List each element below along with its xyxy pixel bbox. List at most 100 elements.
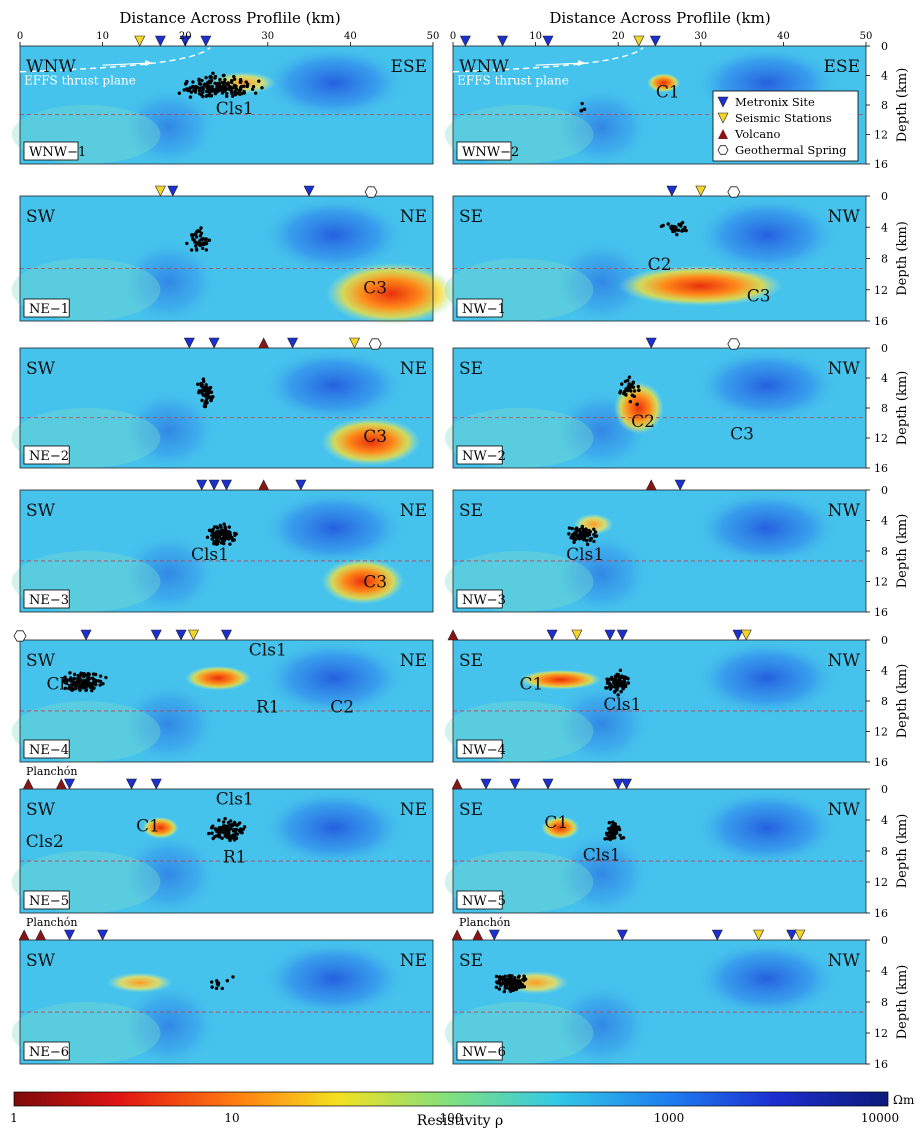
earthquake-hypocenter <box>510 978 515 983</box>
earthquake-hypocenter <box>188 95 193 99</box>
earthquake-hypocenter <box>242 89 246 94</box>
panel-NW-3: SE NW Cls1 NW−3 0 4 8 12 16 Depth (km) <box>444 479 910 619</box>
earthquake-hypocenter <box>675 232 679 237</box>
direction-right: NW <box>828 501 861 521</box>
legend-item-label: Volcano <box>734 127 781 141</box>
depth-tick-label: 8 <box>881 99 888 112</box>
earthquake-hypocenter <box>234 827 239 832</box>
earthquake-hypocenter <box>619 689 623 694</box>
earthquake-hypocenter <box>222 522 226 526</box>
earthquake-hypocenter <box>85 681 90 686</box>
earthquake-hypocenter <box>608 829 612 833</box>
earthquake-hypocenter <box>177 91 181 95</box>
earthquake-hypocenter <box>572 540 576 544</box>
earthquake-hypocenter <box>193 240 197 244</box>
legend-item-label: Geothermal Spring <box>735 143 847 157</box>
earthquake-hypocenter <box>572 536 577 540</box>
metronix-site-marker <box>154 35 166 47</box>
earthquake-hypocenter <box>217 88 221 92</box>
metronix-site-marker <box>287 337 299 349</box>
panel-id-label: NE−1 <box>29 302 69 317</box>
conductor-anomaly <box>142 816 179 839</box>
direction-left: SE <box>459 651 483 671</box>
earthquake-hypocenter <box>210 530 214 534</box>
direction-left: SE <box>459 951 483 971</box>
direction-right: NW <box>828 207 861 227</box>
resistive-zone <box>259 195 409 276</box>
seismic-station-marker <box>187 629 199 641</box>
depth-tick-label: 8 <box>881 845 888 858</box>
section-frame <box>19 195 434 322</box>
earthquake-hypocenter <box>229 89 233 93</box>
geothermal-spring-marker <box>727 338 741 350</box>
earthquake-hypocenter <box>567 526 572 530</box>
volcano-name-label: Planchón <box>26 765 78 778</box>
earthquake-hypocenter <box>498 975 502 979</box>
earthquake-hypocenter <box>191 80 195 84</box>
earthquake-hypocenter <box>495 980 499 984</box>
volcano-marker <box>451 778 463 790</box>
earthquake-hypocenter <box>211 71 215 76</box>
earthquake-hypocenter <box>502 975 506 979</box>
depth-tick-label: 4 <box>881 221 888 234</box>
resistive-zone <box>692 347 842 424</box>
earthquake-hypocenter <box>609 675 614 680</box>
earthquake-hypocenter <box>220 986 224 991</box>
earthquake-hypocenter <box>226 81 230 85</box>
earthquake-hypocenter <box>205 89 209 94</box>
resistive-zone <box>692 639 842 718</box>
geothermal-spring-marker <box>727 186 741 198</box>
depth-axis-label: Depth (km) <box>895 371 910 446</box>
metronix-site-marker <box>542 35 554 47</box>
feature-label: R1 <box>223 848 247 868</box>
depth-tick-label: 16 <box>874 315 888 328</box>
earthquake-hypocenter <box>507 973 512 978</box>
earthquake-hypocenter <box>220 85 224 89</box>
earthquake-hypocenter <box>230 94 235 98</box>
seismic-station-marker <box>633 35 645 47</box>
earthquake-hypocenter <box>194 232 198 236</box>
feature-label: Cls2 <box>26 832 64 852</box>
metronix-site-marker <box>196 479 208 491</box>
depth-tick-label: 8 <box>881 695 888 708</box>
depth-tick-label: 16 <box>874 907 888 920</box>
resistive-zone <box>119 681 219 767</box>
colorbar: 1 10 100 1000 10000 Ωm Resistivity ρ <box>10 1091 915 1128</box>
earthquake-hypocenter <box>585 542 590 547</box>
earthquake-hypocenter <box>206 86 210 91</box>
earthquake-hypocenter <box>234 87 239 91</box>
depth-tick-label: 4 <box>881 515 888 528</box>
earthquake-hypocenter <box>215 829 219 833</box>
earthquake-hypocenter <box>224 827 229 831</box>
volcano-marker <box>451 929 463 941</box>
earthquake-hypocenter <box>623 379 628 384</box>
earthquake-hypocenter <box>612 690 617 694</box>
earthquake-hypocenter <box>604 686 609 690</box>
earthquake-hypocenter <box>203 394 208 398</box>
earthquake-hypocenter <box>237 828 241 833</box>
metronix-site-marker <box>604 629 616 641</box>
earthquake-hypocenter <box>513 976 517 980</box>
earthquake-hypocenter <box>87 684 92 688</box>
earthquake-hypocenter <box>85 677 90 681</box>
earthquake-hypocenter <box>77 675 82 679</box>
earthquake-hypocenter <box>635 402 639 406</box>
earthquake-hypocenter <box>204 240 209 244</box>
metronix-site-marker <box>150 778 162 790</box>
earthquake-hypocenter <box>592 539 596 544</box>
earthquake-hypocenter <box>221 820 226 824</box>
earthquake-hypocenter <box>75 681 80 685</box>
feature-label: Cls2 <box>46 675 84 695</box>
resistive-zone <box>119 981 219 1069</box>
direction-right: ESE <box>391 57 427 77</box>
earthquake-hypocenter <box>205 93 209 98</box>
metronix-site-marker <box>546 629 558 641</box>
earthquake-hypocenter <box>230 538 235 543</box>
thrust-plane <box>19 46 211 73</box>
metronix-site-marker <box>183 337 195 349</box>
earthquake-hypocenter <box>577 537 582 541</box>
earthquake-hypocenter <box>508 989 513 993</box>
metronix-site-marker <box>97 929 109 941</box>
earthquake-hypocenter <box>617 827 622 832</box>
